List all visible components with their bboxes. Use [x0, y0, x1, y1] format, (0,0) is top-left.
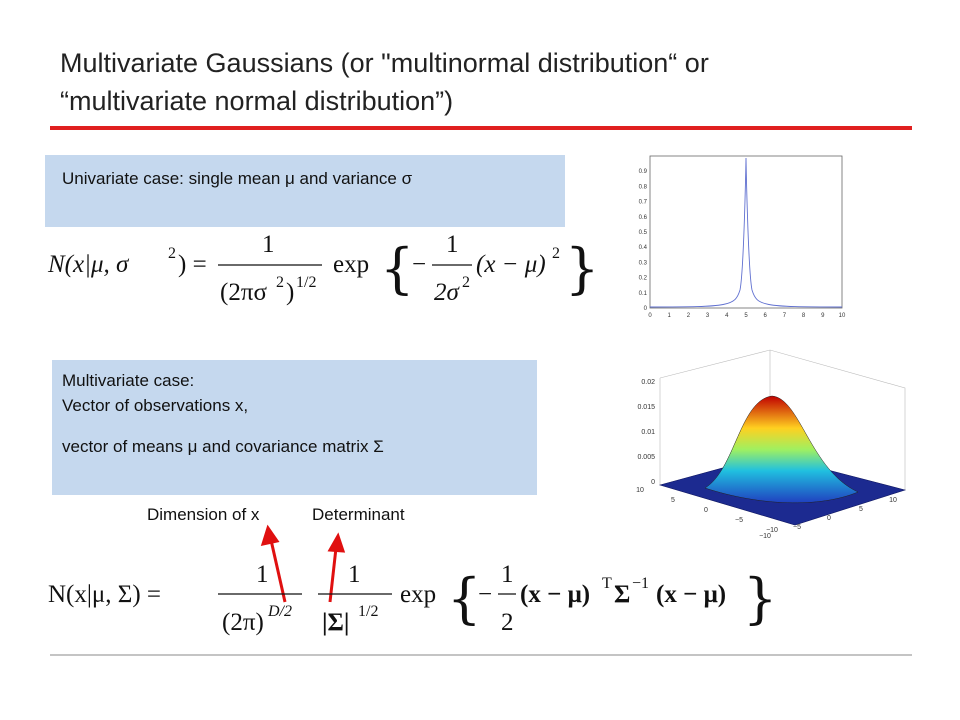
f-part: (2π) [222, 609, 264, 636]
f-part: 2 [501, 609, 514, 636]
f-part: (x − μ) [476, 251, 546, 278]
box-edge [659, 349, 906, 490]
x-tick-label: 2 [687, 313, 691, 319]
surface-peak [704, 395, 859, 504]
x-tick-label: 1 [668, 313, 672, 319]
f-part: − [412, 251, 426, 278]
f-part: } [743, 567, 777, 630]
uni-plot: 0 1 2 3 4 5 6 7 8 9 10 0 0.1 0.2 0.3 0.4 0.5 0.6 0.7 0.8 0.9 [639, 155, 846, 319]
annotation: Determinant [312, 505, 405, 524]
f-part: exp [333, 251, 369, 278]
x-tick-label: 5 [744, 313, 748, 319]
f-part: 2 [552, 245, 560, 262]
f-part: (2πσ [220, 279, 267, 306]
f-part: N(x|μ, Σ) = [48, 581, 161, 608]
annotation: Dimension of x [147, 505, 260, 524]
f-part: 2 [276, 274, 284, 291]
x-tick-label: 3 [706, 313, 710, 319]
f-part: 2 [462, 274, 470, 291]
f-part: − [478, 581, 492, 608]
multi-box [52, 360, 537, 495]
y-tick-label: 0.6 [639, 215, 648, 221]
x-tick-label: 4 [725, 313, 729, 319]
f-part: 2 [168, 245, 176, 262]
y-tick-label: 0.9 [639, 169, 648, 175]
uni-formula: N(x|μ, σ 2 ) = 1 (2πσ 2 ) 1/2 exp { − 1 … [47, 231, 599, 306]
multi-box-text: Multivariate case: [62, 371, 194, 390]
y-tick-label: −10 [766, 527, 778, 534]
y-tick-label: −5 [735, 517, 743, 524]
x-tick-label: 10 [889, 497, 897, 504]
uni-box [45, 155, 565, 227]
z-tick-label: 0.015 [637, 404, 655, 411]
y-tick-label: 0 [644, 306, 648, 312]
multi-formula: N(x|μ, Σ) = 1 (2π) D/2 1 |Σ| 1/2 exp { −… [48, 561, 777, 636]
arrow [328, 547, 338, 603]
arrows [260, 524, 346, 603]
f-part: 1 [348, 561, 361, 588]
x-tick-label: −10 [759, 533, 771, 540]
y-tick-label: 0.3 [639, 260, 648, 266]
surface-plot: 0.02 0.015 0.01 0.005 0 10 5 0 −5 −10−10 −5 0 5 10 [636, 349, 907, 540]
x-tick-label: 0 [827, 515, 831, 522]
f-part: exp [400, 581, 436, 608]
plot-frame [649, 155, 843, 309]
f-part: { [380, 237, 414, 300]
x-tick-label: −5 [793, 524, 801, 531]
title-line: Multivariate Gaussians (or "multinormal … [60, 48, 709, 78]
arrow-head [260, 524, 280, 547]
y-tick-label: 0.5 [639, 230, 648, 236]
f-part: 1/2 [358, 603, 378, 620]
f-part: ) = [178, 251, 207, 278]
f-part: (x − μ) [656, 581, 726, 608]
arrow-head [327, 532, 346, 553]
y-tick-label: 0.4 [639, 245, 648, 251]
f-part: D/2 [267, 603, 292, 620]
x-tick-label: 7 [783, 313, 787, 319]
y-tick-label: 0.2 [639, 276, 648, 282]
f-part: 2σ [434, 279, 461, 306]
uni-box-text: Univariate case: single mean μ and varia… [62, 169, 413, 188]
x-tick-label: 10 [839, 313, 846, 319]
f-part: (x − μ) [520, 581, 590, 608]
f-part: } [565, 237, 599, 300]
f-part: 1 [256, 561, 269, 588]
x-tick-label: 6 [764, 313, 768, 319]
y-tick-label: 5 [671, 497, 675, 504]
f-part: { [447, 567, 481, 630]
z-tick-label: 0.01 [641, 429, 655, 436]
title-line: “multivariate normal distribution”) [60, 86, 453, 116]
f-part: 1 [262, 231, 275, 258]
f-part: ) [286, 279, 294, 306]
f-part: −1 [632, 575, 649, 592]
y-tick-label: 0.1 [639, 291, 648, 297]
f-part: 1 [501, 561, 514, 588]
y-tick-label: 0.8 [639, 184, 648, 190]
f-part: Σ [614, 581, 630, 608]
y-tick-label: 0.7 [639, 200, 648, 206]
f-part: 1/2 [296, 274, 316, 291]
x-tick-label: 5 [859, 506, 863, 513]
x-tick-label: 8 [802, 313, 806, 319]
f-part: N(x|μ, σ [47, 251, 130, 278]
z-tick-label: 0 [651, 479, 655, 486]
arrow [269, 539, 287, 603]
y-tick-label: 0 [704, 507, 708, 514]
x-tick-label: 0 [648, 313, 652, 319]
f-part: 1 [446, 231, 459, 258]
multi-box-text: vector of means μ and covariance matrix … [62, 437, 384, 456]
z-tick-label: 0.005 [637, 454, 655, 461]
gaussian-curve [649, 157, 843, 308]
multi-box-text: Vector of observations x, [62, 396, 248, 415]
f-part: T [602, 575, 612, 592]
z-tick-label: 0.02 [641, 379, 655, 386]
f-part: |Σ| [322, 609, 349, 636]
y-tick-label: 10 [636, 487, 644, 494]
x-tick-label: 9 [821, 313, 825, 319]
